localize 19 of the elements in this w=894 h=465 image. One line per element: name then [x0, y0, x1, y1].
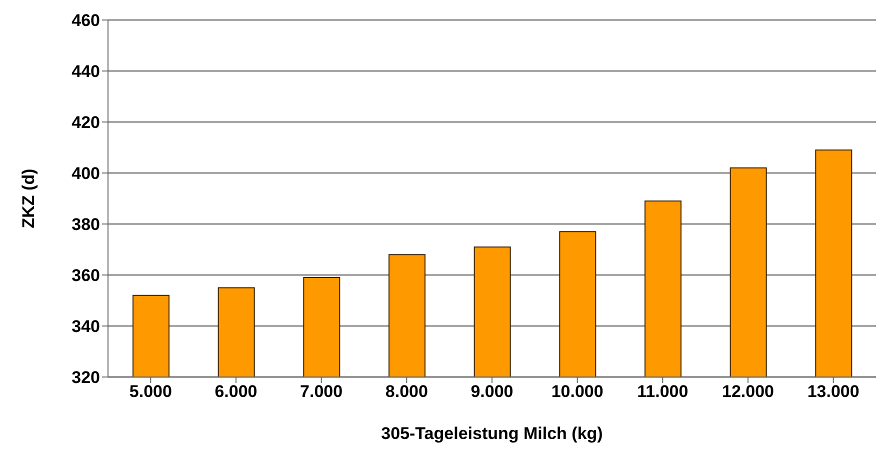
x-tick-label: 10.000 [551, 382, 604, 402]
y-axis-title: ZKZ (d) [19, 168, 38, 228]
x-tick-label: 12.000 [722, 382, 774, 402]
y-tick-label: 420 [72, 113, 100, 132]
x-tick-label: 7.000 [300, 382, 343, 402]
y-tick-label: 320 [72, 368, 100, 388]
y-tick-label: 340 [72, 317, 100, 336]
x-tick-label: 9.000 [470, 382, 514, 402]
x-tick-label: 13.000 [807, 382, 860, 402]
x-axis-title: 305-Tageleistung Milch (kg) [381, 424, 603, 443]
y-tick-label: 440 [72, 62, 100, 82]
x-tick-label: 8.000 [385, 382, 428, 402]
x-tick-label: 5.000 [129, 382, 172, 402]
y-tick-label: 360 [72, 266, 100, 286]
x-tick-label: 11.000 [637, 382, 688, 402]
y-tick-label: 380 [72, 215, 100, 234]
y-tick-label: 460 [72, 11, 100, 30]
x-tick-label: 6.000 [214, 382, 258, 402]
y-tick-label: 400 [72, 164, 100, 184]
